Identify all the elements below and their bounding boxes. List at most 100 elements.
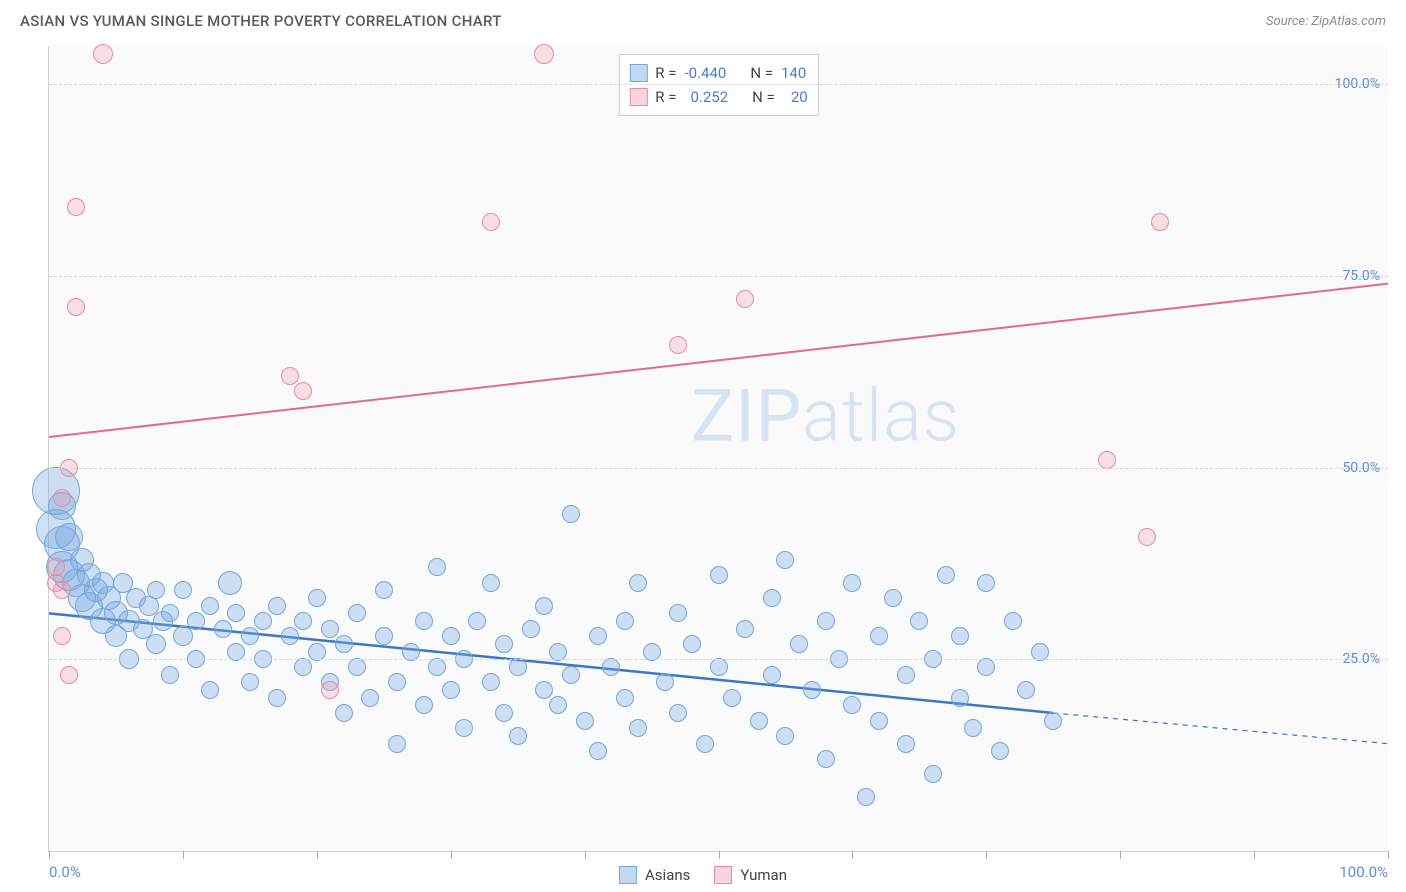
- data-point-asians: [710, 566, 728, 584]
- legend-label: Yuman: [740, 866, 787, 884]
- gridline: [49, 276, 1388, 277]
- ytick-label: 50.0%: [1342, 460, 1380, 476]
- data-point-yuman: [67, 298, 85, 316]
- data-point-asians: [268, 689, 286, 707]
- data-point-asians: [402, 643, 420, 661]
- data-point-asians: [562, 505, 580, 523]
- data-point-asians: [924, 765, 942, 783]
- data-point-asians: [696, 735, 714, 753]
- data-point-asians: [870, 627, 888, 645]
- data-point-asians: [723, 689, 741, 707]
- data-point-asians: [790, 635, 808, 653]
- data-point-asians: [268, 597, 286, 615]
- data-point-asians: [415, 612, 433, 630]
- data-point-asians: [442, 627, 460, 645]
- xtick: [852, 851, 853, 859]
- data-point-asians: [535, 597, 553, 615]
- data-point-asians: [495, 635, 513, 653]
- data-point-asians: [218, 571, 242, 595]
- data-point-asians: [857, 788, 875, 806]
- data-point-asians: [174, 581, 192, 599]
- data-point-asians: [763, 666, 781, 684]
- xtick-label: 100.0%: [1339, 863, 1388, 881]
- xtick: [585, 851, 586, 859]
- data-point-asians: [361, 689, 379, 707]
- data-point-yuman: [1151, 213, 1169, 231]
- data-point-asians: [348, 658, 366, 676]
- data-point-asians: [897, 735, 915, 753]
- data-point-asians: [482, 574, 500, 592]
- data-point-asians: [656, 673, 674, 691]
- data-point-asians: [428, 658, 446, 676]
- data-point-yuman: [321, 681, 339, 699]
- data-point-asians: [187, 612, 205, 630]
- data-point-asians: [884, 589, 902, 607]
- data-point-asians: [375, 581, 393, 599]
- source-attribution: Source: ZipAtlas.com: [1266, 14, 1386, 29]
- swatch-pink-icon: [714, 866, 732, 884]
- data-point-asians: [616, 612, 634, 630]
- data-point-asians: [951, 627, 969, 645]
- data-point-asians: [1004, 612, 1022, 630]
- data-point-asians: [843, 574, 861, 592]
- data-point-yuman: [281, 367, 299, 385]
- data-point-yuman: [93, 44, 113, 64]
- ytick-label: 100.0%: [1335, 76, 1380, 92]
- data-point-asians: [348, 604, 366, 622]
- data-point-asians: [509, 727, 527, 745]
- data-point-asians: [951, 689, 969, 707]
- r-label: R =: [655, 85, 676, 109]
- data-point-asians: [294, 658, 312, 676]
- swatch-blue-icon: [619, 866, 637, 884]
- data-point-asians: [910, 612, 928, 630]
- data-point-asians: [308, 589, 326, 607]
- swatch-pink-icon: [629, 88, 647, 106]
- data-point-asians: [803, 681, 821, 699]
- data-point-asians: [522, 620, 540, 638]
- r-label: R =: [655, 61, 676, 85]
- data-point-asians: [388, 673, 406, 691]
- data-point-asians: [442, 681, 460, 699]
- data-point-asians: [817, 612, 835, 630]
- legend-row-asians: R = -0.440 N = 140: [629, 61, 807, 85]
- data-point-asians: [683, 635, 701, 653]
- data-point-asians: [643, 643, 661, 661]
- data-point-yuman: [60, 666, 78, 684]
- legend-item-yuman: Yuman: [714, 866, 787, 884]
- data-point-asians: [281, 627, 299, 645]
- data-point-asians: [602, 658, 620, 676]
- data-point-asians: [535, 681, 553, 699]
- data-point-asians: [227, 643, 245, 661]
- data-point-asians: [146, 634, 166, 654]
- data-point-yuman: [47, 558, 65, 576]
- data-point-asians: [321, 620, 339, 638]
- data-point-asians: [669, 604, 687, 622]
- data-point-asians: [964, 719, 982, 737]
- data-point-asians: [241, 673, 259, 691]
- legend-item-asians: Asians: [619, 866, 690, 884]
- data-point-asians: [616, 689, 634, 707]
- data-point-yuman: [67, 198, 85, 216]
- data-point-asians: [335, 635, 353, 653]
- ytick-label: 25.0%: [1342, 651, 1380, 667]
- r-value: -0.440: [684, 61, 726, 85]
- xtick: [986, 851, 987, 859]
- xtick-label: 0.0%: [49, 863, 81, 881]
- data-point-asians: [294, 612, 312, 630]
- data-point-asians: [241, 627, 259, 645]
- data-point-asians: [763, 589, 781, 607]
- data-point-yuman: [1098, 451, 1116, 469]
- data-point-asians: [308, 643, 326, 661]
- data-point-yuman: [53, 489, 71, 507]
- data-point-asians: [870, 712, 888, 730]
- data-point-yuman: [1138, 528, 1156, 546]
- data-point-asians: [750, 712, 768, 730]
- data-point-asians: [669, 704, 687, 722]
- data-point-asians: [455, 719, 473, 737]
- data-point-asians: [227, 604, 245, 622]
- data-point-asians: [388, 735, 406, 753]
- data-point-asians: [736, 620, 754, 638]
- data-point-asians: [161, 666, 179, 684]
- data-point-yuman: [534, 44, 554, 64]
- n-value: 140: [781, 61, 806, 85]
